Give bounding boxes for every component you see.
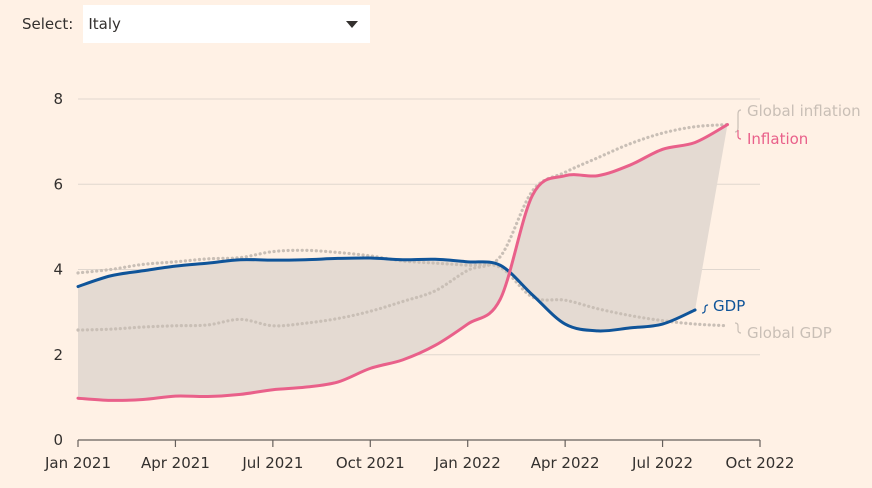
band-area [78,124,728,401]
shaded-band [78,124,728,401]
country-select-dropdown[interactable]: Italy [83,5,371,43]
select-label: Select: [22,15,74,33]
y-tick-label-6: 6 [53,175,63,193]
x-tick-label: Jul 2022 [631,454,693,472]
connector-inflation [737,130,742,140]
connector-global-gdp [734,322,742,334]
x-tick-label: Jan 2022 [434,454,501,472]
x-tick-label: Oct 2022 [726,454,795,472]
y-tick-label-4: 4 [53,261,63,279]
axes: 0 2 4 6 8 Jan 2021 Apr 2021 Jul 2021 Oct 2021 Jan… [44,90,794,472]
series-line-gdp [76,256,697,333]
country-select-row: Select: Italy [22,5,371,43]
connector-global-inflation [734,109,742,133]
series-line-global-inflation [76,122,730,332]
x-tick-label: Apr 2021 [141,454,210,472]
x-tick-label: Apr 2022 [531,454,600,472]
chevron-down-icon [346,20,359,28]
y-tick-label-2: 2 [53,346,63,364]
label-global-inflation: Global inflation [747,102,861,120]
label-gdp: GDP [713,297,745,315]
y-tick-label-0: 0 [53,431,63,449]
y-tick-label-8: 8 [53,90,63,108]
label-inflation: Inflation [747,130,808,148]
series-line-global-gdp [76,248,730,328]
line-labels: Global inflation Inflation GDP Global GD… [702,102,861,342]
country-select-value: Italy [88,15,121,33]
x-tick-label: Oct 2021 [336,454,405,472]
x-tick-label: Jul 2021 [241,454,303,472]
series-line-inflation [76,123,730,402]
x-tick-label: Jan 2021 [44,454,111,472]
series-lines [76,122,730,402]
connector-gdp [702,304,709,314]
label-global-gdp: Global GDP [747,324,832,342]
